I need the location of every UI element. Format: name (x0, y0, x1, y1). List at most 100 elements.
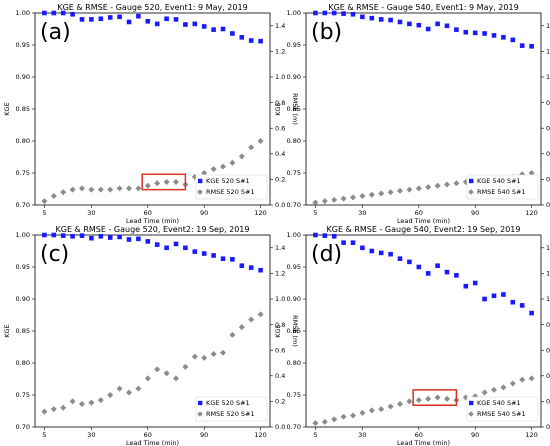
y2-tick-label: 0.0 (275, 423, 285, 431)
y2-tick-label: 0.0 (275, 201, 285, 209)
rmse-point (528, 170, 535, 176)
y2-tick-label: 0.2 (546, 398, 550, 406)
rmse-point (210, 166, 217, 173)
rmse-point (116, 185, 123, 192)
y2-tick-label: 0.2 (546, 176, 550, 184)
y2-tick-label: 0.0 (546, 423, 550, 431)
x-tick-label: 60 (144, 209, 152, 217)
rmse-point (229, 331, 236, 338)
rmse-point (397, 400, 403, 407)
y2-tick-label: 0.8 (275, 99, 285, 107)
x-tick-label: 60 (415, 209, 423, 217)
y2-tick-label: 0.6 (275, 346, 285, 354)
y-tick-label: 0.80 (16, 359, 30, 367)
y2-tick-label: 1.0 (546, 295, 550, 303)
kge-point (89, 17, 94, 22)
kge-point (154, 21, 160, 27)
kge-point (211, 27, 216, 32)
y2-tick-label: 1.2 (275, 48, 285, 56)
rmse-point (257, 138, 264, 144)
rmse-point (201, 170, 208, 176)
y-axis-label: KGE (3, 102, 11, 115)
legend-marker-kge (198, 178, 203, 184)
y2-tick-label: 0.4 (275, 372, 285, 380)
y-tick-label: 0.85 (16, 105, 30, 113)
y2-tick-label: 1.2 (546, 48, 550, 56)
kge-point (378, 250, 384, 256)
kge-point (107, 15, 113, 20)
x-tick-label: 30 (358, 209, 366, 217)
y-tick-label: 0.95 (16, 263, 30, 271)
rmse-point (229, 159, 236, 166)
legend-marker-rmse (468, 411, 474, 417)
rmse-point (415, 185, 422, 192)
kge-point (435, 263, 440, 269)
y-tick-label: 0.95 (287, 41, 301, 49)
x-tick-label: 120 (254, 431, 266, 439)
y-tick-label: 0.75 (287, 391, 301, 399)
rmse-point (182, 363, 189, 370)
rmse-point (444, 181, 450, 188)
kge-point (183, 22, 188, 27)
y2-tick-label: 0.6 (275, 124, 285, 132)
kge-point (444, 269, 450, 275)
kge-point (529, 43, 534, 49)
kge-point (164, 245, 169, 251)
rmse-point (453, 180, 460, 187)
chart-title: KGE & RMSE - Gauge 540, Event2: 19 Sep, … (327, 225, 521, 234)
legend-label-kge: KGE 520 S#1 (206, 177, 250, 185)
rmse-point (163, 370, 170, 377)
kge-point (117, 14, 122, 20)
y2-tick-label: 1.2 (546, 270, 550, 278)
rmse-point (340, 195, 347, 202)
x-tick-label: 5 (42, 431, 46, 439)
y2-tick-label: 0.8 (546, 321, 550, 329)
kge-point (79, 17, 85, 22)
kge-point (201, 24, 207, 29)
kge-point (472, 280, 478, 286)
rmse-point (368, 407, 375, 414)
kge-point (425, 271, 431, 276)
legend-label-kge: KGE 520 S#1 (206, 399, 250, 407)
x-tick-label: 5 (313, 209, 317, 217)
kge-point (136, 13, 141, 19)
highlight-box (412, 389, 458, 406)
y2-tick-label: 0.8 (546, 99, 550, 107)
rmse-point (528, 375, 535, 382)
rmse-point (378, 190, 385, 197)
rmse-point (50, 193, 57, 200)
y-tick-label: 0.70 (16, 423, 30, 431)
kge-point (192, 249, 198, 254)
chart-panel-1: KGE & RMSE - Gauge 520, Event1: 9 May, 2… (3, 3, 299, 225)
kge-point (313, 232, 318, 238)
x-axis-label: Lead Time (min) (397, 439, 450, 446)
legend-label-rmse: RMSE 540 S#1 (477, 410, 526, 418)
kge-point (378, 17, 384, 22)
kge-point (519, 303, 525, 308)
rmse-point (312, 420, 319, 427)
rmse-point (321, 418, 328, 425)
rmse-point (378, 406, 385, 413)
kge-point (369, 248, 375, 254)
kge-point (463, 29, 469, 35)
kge-point (472, 30, 478, 36)
y-tick-label: 0.70 (16, 201, 30, 209)
kge-point (341, 240, 346, 245)
rmse-point (350, 194, 356, 201)
kge-point (79, 233, 85, 238)
rmse-point (88, 399, 95, 406)
kge-point (126, 19, 132, 25)
x-tick-label: 120 (525, 209, 537, 217)
y2-tick-label: 0.4 (546, 372, 550, 380)
kge-point (173, 17, 179, 22)
legend-box (466, 174, 539, 200)
kge-point (510, 299, 516, 305)
rmse-point (434, 394, 441, 401)
rmse-point (238, 153, 245, 160)
y2-tick-label: 0.8 (275, 321, 285, 329)
kge-point (154, 242, 160, 247)
kge-point (416, 22, 422, 28)
rmse-point (406, 186, 413, 193)
rmse-point (154, 366, 161, 373)
